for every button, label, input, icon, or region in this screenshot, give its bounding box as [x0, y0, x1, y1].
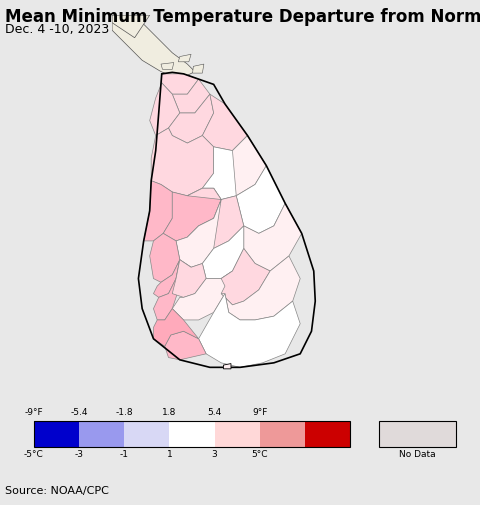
- Text: -9°F: -9°F: [24, 408, 43, 417]
- Text: 9°F: 9°F: [252, 408, 267, 417]
- Text: 1.8: 1.8: [162, 408, 177, 417]
- Text: No Data: No Data: [399, 450, 436, 460]
- Polygon shape: [236, 166, 285, 233]
- Polygon shape: [176, 199, 221, 267]
- Text: Dec. 4 -10, 2023: Dec. 4 -10, 2023: [5, 23, 109, 36]
- Polygon shape: [199, 293, 300, 367]
- Polygon shape: [161, 63, 174, 69]
- Polygon shape: [154, 260, 191, 320]
- Polygon shape: [203, 135, 266, 199]
- Polygon shape: [163, 188, 221, 241]
- Polygon shape: [203, 94, 248, 150]
- Polygon shape: [151, 128, 214, 196]
- Polygon shape: [232, 135, 266, 196]
- Text: Mean Minimum Temperature Departure from Normal (CPC): Mean Minimum Temperature Departure from …: [5, 8, 480, 26]
- Polygon shape: [244, 204, 302, 271]
- Text: -5.4: -5.4: [70, 408, 88, 417]
- Polygon shape: [172, 260, 206, 297]
- Text: -1: -1: [120, 450, 129, 460]
- Polygon shape: [165, 331, 206, 360]
- Polygon shape: [178, 54, 191, 62]
- Text: 3: 3: [212, 450, 217, 460]
- Polygon shape: [168, 94, 214, 143]
- Polygon shape: [150, 83, 180, 135]
- Text: -5°C: -5°C: [24, 450, 44, 460]
- Text: -1.8: -1.8: [115, 408, 133, 417]
- Text: -3: -3: [74, 450, 84, 460]
- Polygon shape: [144, 181, 172, 241]
- Polygon shape: [154, 260, 180, 297]
- Polygon shape: [172, 79, 210, 113]
- Polygon shape: [221, 256, 300, 320]
- Polygon shape: [192, 64, 204, 73]
- Polygon shape: [221, 248, 270, 305]
- Text: Source: NOAA/CPC: Source: NOAA/CPC: [5, 486, 108, 496]
- Polygon shape: [150, 233, 180, 282]
- Polygon shape: [172, 271, 232, 320]
- Text: 5°C: 5°C: [252, 450, 268, 460]
- Polygon shape: [162, 74, 199, 94]
- Polygon shape: [224, 364, 231, 369]
- Polygon shape: [154, 309, 199, 346]
- Polygon shape: [203, 226, 244, 279]
- Text: 1: 1: [167, 450, 172, 460]
- Polygon shape: [112, 15, 195, 79]
- Text: 5.4: 5.4: [207, 408, 222, 417]
- Polygon shape: [112, 15, 150, 38]
- Polygon shape: [187, 188, 244, 248]
